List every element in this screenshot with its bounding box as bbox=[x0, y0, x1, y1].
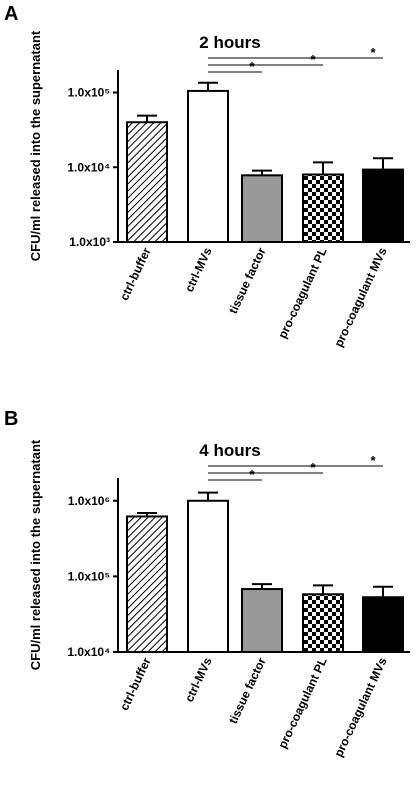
x-tick-label: ctrl-buffer bbox=[117, 245, 154, 303]
x-tick-label: pro-coagulant PL bbox=[275, 245, 329, 340]
x-tick-label: ctrl-buffer bbox=[117, 655, 154, 713]
x-tick-label: tissue factor bbox=[226, 655, 269, 726]
x-tick-label: pro-coagulant MVs bbox=[331, 655, 389, 759]
significance-label: * bbox=[310, 460, 316, 475]
bar bbox=[362, 168, 404, 243]
y-tick-label: 1.0x10⁴ bbox=[67, 645, 110, 659]
panel-label: A bbox=[4, 3, 18, 25]
x-tick-label: ctrl-MVs bbox=[182, 245, 215, 294]
significance-label: * bbox=[310, 52, 316, 67]
significance-label: * bbox=[370, 453, 376, 468]
bar bbox=[302, 593, 344, 654]
y-tick-label: 1.0x10⁴ bbox=[67, 160, 110, 174]
y-axis-label: CFU/ml released into the supernatant bbox=[28, 439, 43, 670]
bar bbox=[362, 596, 404, 654]
bar bbox=[241, 588, 283, 653]
x-tick-label: ctrl-MVs bbox=[182, 655, 215, 704]
bar bbox=[187, 89, 229, 243]
y-tick-label: 1.0x10⁵ bbox=[68, 86, 110, 100]
bar bbox=[241, 174, 283, 243]
y-tick-label: 1.0x10⁵ bbox=[68, 569, 110, 583]
significance-label: * bbox=[370, 45, 376, 60]
panel-label: B bbox=[4, 408, 18, 430]
bar bbox=[187, 499, 229, 653]
significance-label: * bbox=[249, 59, 255, 74]
y-tick-label: 1.0x10³ bbox=[69, 235, 110, 249]
significance-label: * bbox=[249, 467, 255, 482]
bar bbox=[126, 515, 168, 653]
x-tick-label: pro-coagulant PL bbox=[275, 655, 329, 750]
chart-title: 2 hours bbox=[199, 33, 260, 52]
bar bbox=[302, 173, 344, 244]
x-tick-label: pro-coagulant MVs bbox=[331, 245, 389, 349]
y-axis-label: CFU/ml released into the supernatant bbox=[28, 30, 43, 261]
chart-title: 4 hours bbox=[199, 441, 260, 460]
bar bbox=[126, 121, 168, 243]
x-tick-label: tissue factor bbox=[226, 245, 269, 316]
y-tick-label: 1.0x10⁶ bbox=[68, 494, 110, 508]
